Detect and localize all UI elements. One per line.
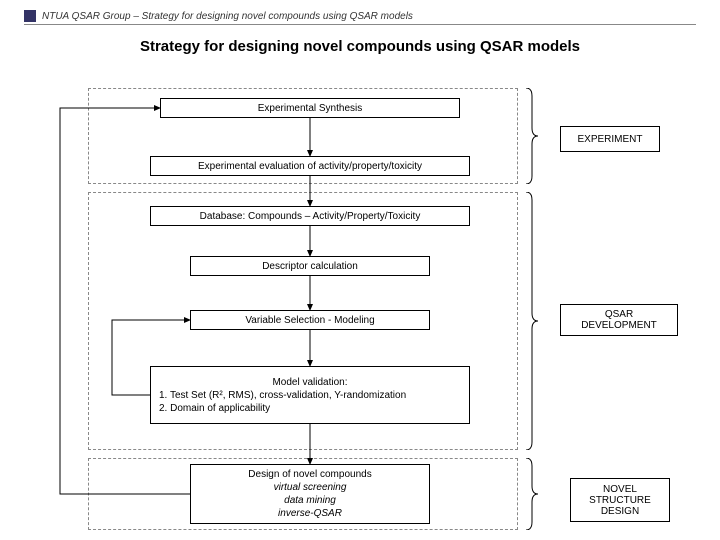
header-bullet	[24, 10, 36, 22]
brace-novel	[524, 458, 538, 530]
b7-line3: inverse-QSAR	[278, 507, 342, 520]
flow-diagram: Experimental Synthesis Experimental eval…	[0, 70, 720, 540]
box-database: Database: Compounds – Activity/Property/…	[150, 206, 470, 226]
s3-line2: STRUCTURE	[589, 495, 651, 506]
box-design-novel: Design of novel compounds virtual screen…	[190, 464, 430, 524]
header-bar: NTUA QSAR Group – Strategy for designing…	[24, 6, 696, 26]
box-variable-selection: Variable Selection - Modeling	[190, 310, 430, 330]
b7-title: Design of novel compounds	[248, 468, 371, 481]
header-underline	[24, 24, 696, 25]
b7-line1: virtual screening	[274, 481, 347, 494]
label-novel-structure: NOVEL STRUCTURE DESIGN	[570, 478, 670, 522]
header-text: NTUA QSAR Group – Strategy for designing…	[42, 11, 413, 22]
label-qsar-development: QSAR DEVELOPMENT	[560, 304, 678, 336]
b6-line1: 1. Test Set (R², RMS), cross-validation,…	[159, 389, 406, 402]
b6-line2: 2. Domain of applicability	[159, 402, 270, 415]
brace-experiment	[524, 88, 538, 184]
s3-line3: DESIGN	[601, 506, 639, 517]
box-experimental-evaluation: Experimental evaluation of activity/prop…	[150, 156, 470, 176]
s2-line2: DEVELOPMENT	[581, 320, 657, 331]
box-model-validation: Model validation: 1. Test Set (R², RMS),…	[150, 366, 470, 424]
page-title: Strategy for designing novel compounds u…	[0, 38, 720, 55]
box-experimental-synthesis: Experimental Synthesis	[160, 98, 460, 118]
box-descriptor-calc: Descriptor calculation	[190, 256, 430, 276]
b6-title: Model validation:	[272, 376, 347, 389]
s2-line1: QSAR	[605, 309, 633, 320]
b7-line2: data mining	[284, 494, 336, 507]
label-experiment: EXPERIMENT	[560, 126, 660, 152]
brace-qsar	[524, 192, 538, 450]
s3-line1: NOVEL	[603, 484, 637, 495]
